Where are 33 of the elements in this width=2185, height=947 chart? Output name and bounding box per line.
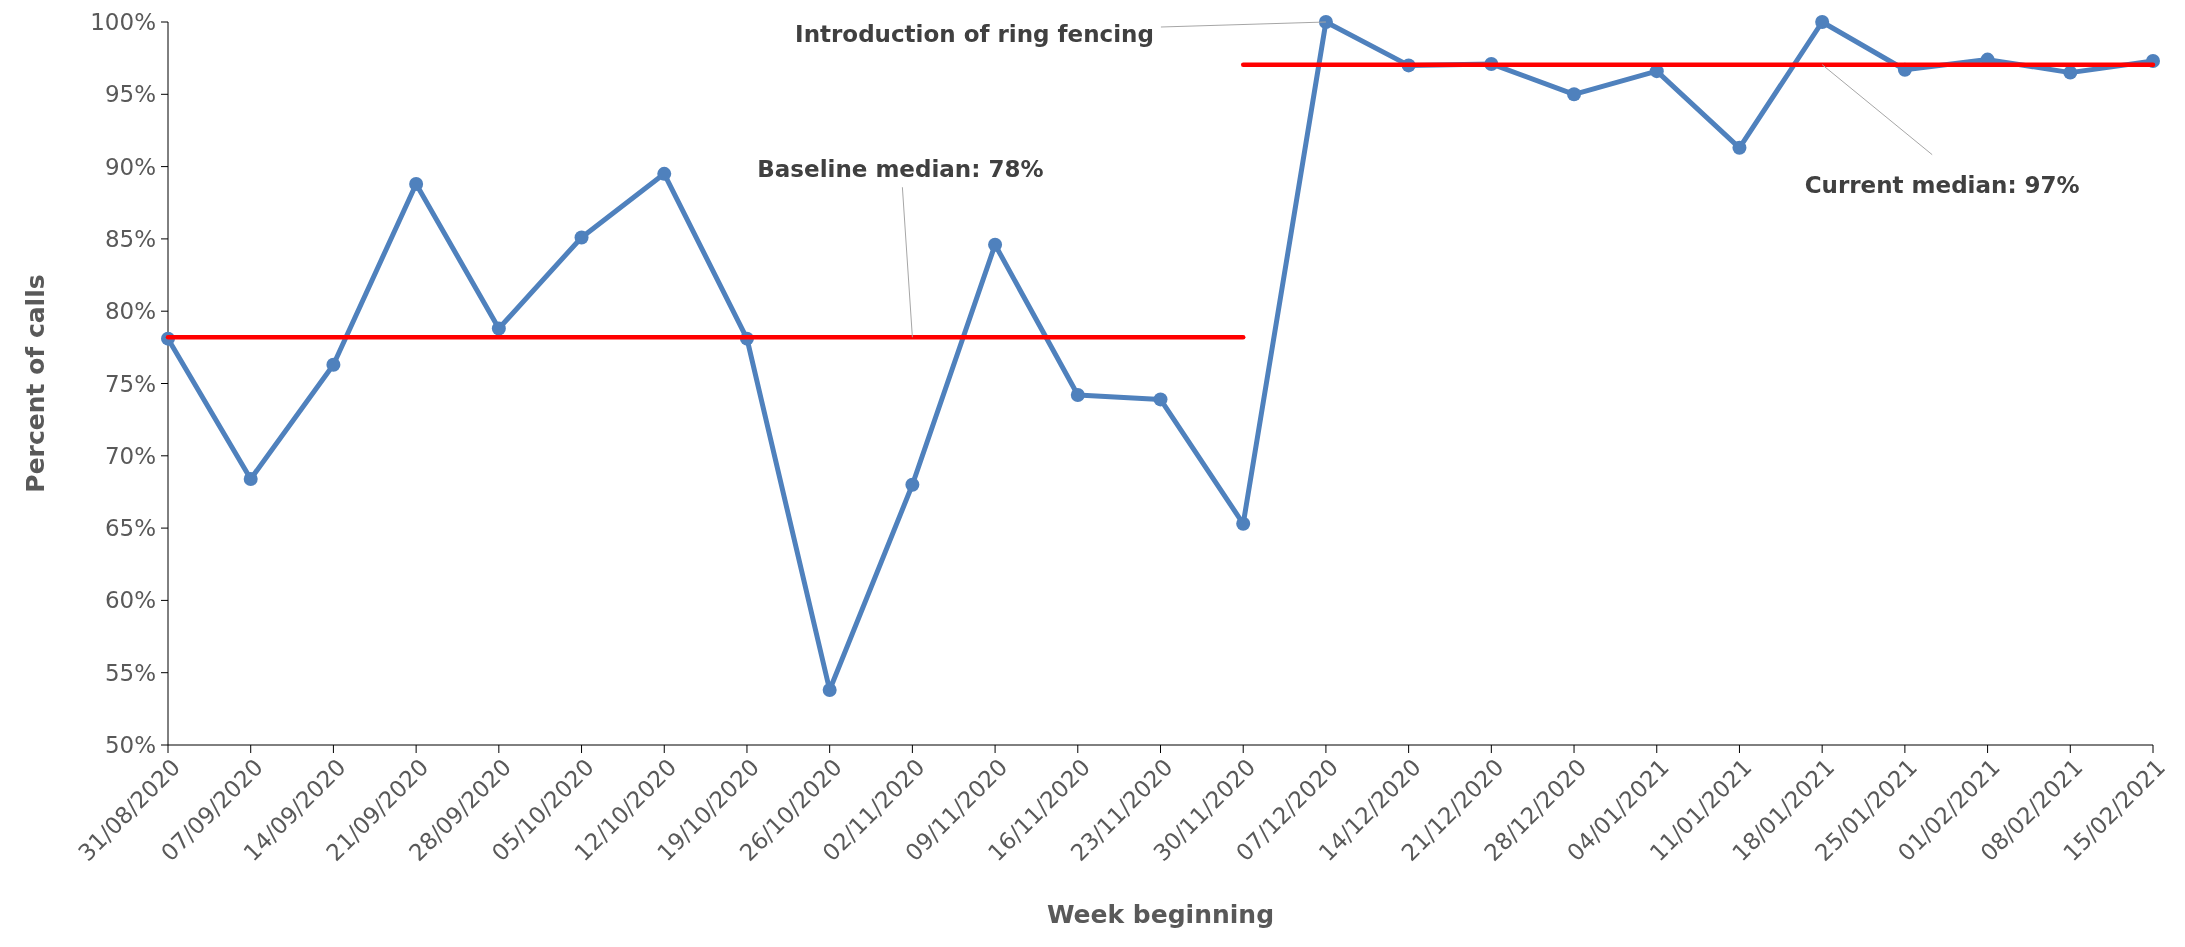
point [1732, 140, 1747, 155]
y-tick-label: 100% [90, 9, 156, 36]
point [491, 321, 506, 336]
y-tick-label: 95% [104, 81, 156, 108]
point [905, 477, 920, 492]
point [1236, 516, 1251, 531]
y-tick-label: 75% [104, 370, 156, 397]
point [2063, 65, 2078, 80]
annotation: Introduction of ring fencing [795, 21, 1154, 48]
point [1567, 87, 1582, 102]
point [988, 237, 1003, 252]
point [657, 166, 672, 181]
y-axis-title: Percent of calls [21, 274, 50, 493]
y-tick-label: 90% [104, 153, 156, 180]
x-axis-title: Week beginning [1046, 900, 1275, 929]
y-tick-label: 55% [104, 659, 156, 686]
y-tick-label: 80% [104, 298, 156, 325]
point [1153, 392, 1168, 407]
annotation: Baseline median: 78% [757, 156, 1044, 183]
y-tick-label: 70% [104, 442, 156, 469]
point [243, 471, 258, 486]
point [1318, 15, 1333, 29]
y-tick-label: 85% [104, 225, 156, 252]
y-tick-label: 60% [104, 587, 156, 614]
y-tick-label: 65% [104, 515, 156, 542]
point [822, 683, 837, 698]
point [574, 230, 589, 245]
y-tick-label: 50% [104, 732, 156, 759]
point [326, 357, 341, 372]
point [1070, 388, 1085, 403]
point [1815, 15, 1830, 29]
annotation: Current median: 97% [1804, 171, 2080, 198]
point [409, 176, 424, 191]
